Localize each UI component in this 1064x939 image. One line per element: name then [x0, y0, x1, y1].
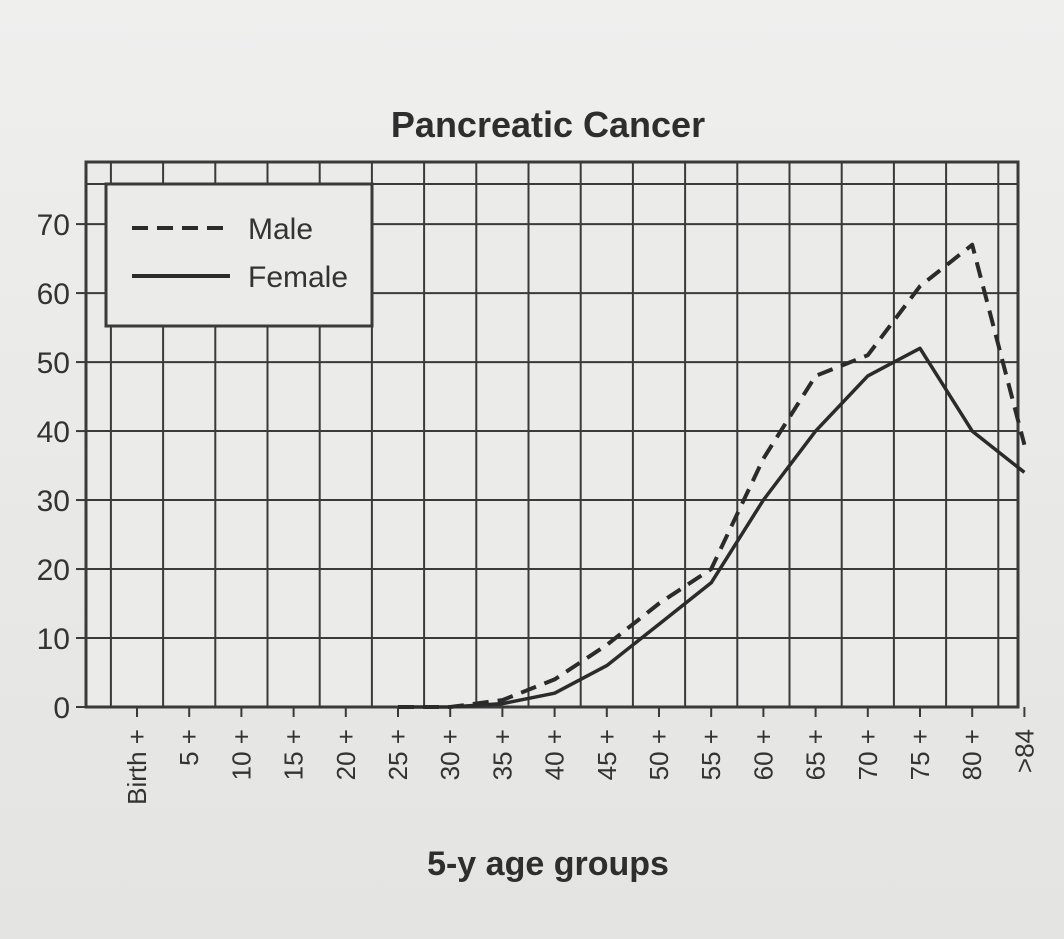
- x-tick-label: 55 +: [696, 729, 726, 780]
- x-axis-label: 5-y age groups: [427, 845, 669, 883]
- x-tick-label: 40 +: [540, 729, 570, 780]
- x-tick-label: 45 +: [592, 729, 622, 780]
- series-line-female: [398, 346, 1026, 709]
- x-tick-label: 25 +: [383, 729, 413, 780]
- x-tick-label: 60 +: [748, 729, 778, 780]
- x-tick-label: 20 +: [331, 729, 361, 780]
- x-axis-ticks: Birth + 5 + 10 + 15 + 20 + 25 + 30 + 35 + 40 + 45…: [122, 707, 1039, 805]
- x-tick-label: 80 +: [957, 729, 987, 780]
- x-tick-label: Birth +: [122, 729, 152, 805]
- series-line-male: [398, 242, 1027, 709]
- x-tick-label: 15 +: [279, 729, 309, 780]
- y-axis-ticks: 0 10 20 30 40 50 60 70: [37, 209, 86, 725]
- legend-label-male: Male: [248, 213, 313, 246]
- y-tick-label: 30: [37, 485, 70, 518]
- y-tick-label: 40: [37, 416, 70, 449]
- series-lines: [398, 242, 1027, 709]
- y-tick-label: 10: [37, 623, 70, 656]
- x-tick-label: 70 +: [853, 729, 883, 780]
- x-tick-label: 35 +: [487, 729, 517, 780]
- x-tick-label: 5 +: [174, 729, 204, 766]
- legend-box: [104, 182, 374, 328]
- y-tick-label: 0: [53, 692, 70, 725]
- x-tick-label: >84: [1009, 729, 1039, 773]
- y-tick-label: 50: [37, 347, 70, 380]
- x-tick-label: 10 +: [226, 729, 256, 780]
- legend: Male Female: [104, 182, 374, 328]
- x-tick-label: 75 +: [905, 729, 935, 780]
- y-tick-label: 70: [37, 209, 70, 242]
- x-tick-label: 65 +: [801, 729, 831, 780]
- chart-title: Pancreatic Cancer: [391, 104, 705, 145]
- x-tick-label: 30 +: [435, 729, 465, 780]
- y-tick-label: 60: [37, 278, 70, 311]
- y-tick-label: 20: [37, 554, 70, 587]
- x-tick-label: 50 +: [644, 729, 674, 780]
- legend-label-female: Female: [248, 261, 348, 294]
